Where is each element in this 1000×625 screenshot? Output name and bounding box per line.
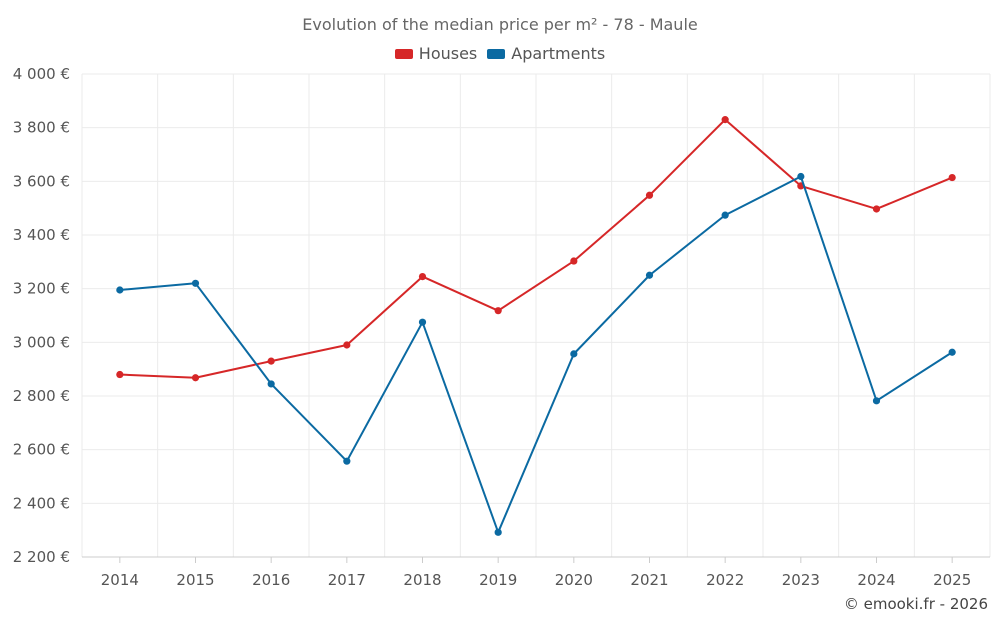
legend-label-apartments: Apartments bbox=[511, 44, 606, 63]
legend-swatch-apartments bbox=[487, 48, 506, 59]
y-tick-label: 3 000 € bbox=[13, 333, 70, 351]
y-tick-label: 3 400 € bbox=[13, 226, 70, 244]
y-tick-label: 2 800 € bbox=[13, 387, 70, 405]
data-point-houses bbox=[948, 173, 956, 182]
data-point-houses bbox=[645, 191, 654, 199]
y-tick-label: 3 200 € bbox=[13, 280, 70, 298]
legend-label-houses: Houses bbox=[418, 44, 478, 63]
y-tick-label: 2 200 € bbox=[13, 548, 70, 566]
data-point-houses bbox=[191, 374, 200, 382]
x-tick-label: 2022 bbox=[706, 571, 744, 589]
y-tick-label: 3 800 € bbox=[13, 119, 70, 137]
data-point-apartments bbox=[116, 286, 124, 294]
x-tick-label: 2017 bbox=[328, 571, 366, 589]
x-tick-label: 2019 bbox=[479, 571, 517, 589]
x-tick-label: 2015 bbox=[176, 571, 214, 589]
data-point-houses bbox=[872, 205, 881, 213]
data-point-houses bbox=[343, 341, 351, 349]
x-tick-label: 2021 bbox=[630, 571, 668, 589]
y-tick-label: 3 600 € bbox=[13, 172, 70, 190]
x-tick-label: 2014 bbox=[101, 571, 139, 589]
y-tick-label: 4 000 € bbox=[13, 65, 70, 83]
data-point-apartments bbox=[797, 172, 805, 181]
x-tick-label: 2023 bbox=[782, 571, 820, 589]
data-point-apartments bbox=[343, 457, 351, 465]
legend: Houses Apartments bbox=[0, 44, 1000, 63]
chart-title: Evolution of the median price per m² - 7… bbox=[302, 15, 698, 34]
data-point-apartments bbox=[948, 348, 956, 356]
data-point-apartments bbox=[645, 271, 654, 279]
x-tick-label: 2025 bbox=[933, 571, 971, 589]
data-point-houses bbox=[721, 116, 729, 124]
x-tick-label: 2020 bbox=[555, 571, 593, 589]
data-point-apartments bbox=[418, 318, 427, 326]
legend-swatch-houses bbox=[394, 48, 413, 59]
data-point-apartments bbox=[494, 528, 502, 536]
data-point-apartments bbox=[267, 380, 275, 388]
data-point-houses bbox=[267, 357, 275, 365]
x-tick-label: 2016 bbox=[252, 571, 290, 589]
x-tick-label: 2024 bbox=[857, 571, 895, 589]
data-point-houses bbox=[116, 370, 124, 379]
y-tick-label: 2 400 € bbox=[13, 494, 70, 512]
series-line-houses bbox=[118, 118, 954, 379]
data-point-apartments bbox=[721, 211, 729, 219]
data-point-apartments bbox=[191, 279, 200, 287]
series-line-apartments bbox=[118, 175, 954, 534]
credit-text: © emooki.fr - 2026 bbox=[843, 595, 988, 613]
y-tick-label: 2 600 € bbox=[13, 441, 70, 459]
data-point-apartments bbox=[872, 397, 881, 405]
data-point-houses bbox=[418, 272, 427, 281]
x-tick-label: 2018 bbox=[403, 571, 441, 589]
legend-item-apartments[interactable]: Apartments bbox=[487, 44, 605, 63]
data-point-apartments bbox=[570, 350, 578, 358]
data-point-houses bbox=[570, 257, 578, 265]
legend-item-houses[interactable]: Houses bbox=[394, 44, 478, 63]
data-point-houses bbox=[494, 307, 502, 315]
